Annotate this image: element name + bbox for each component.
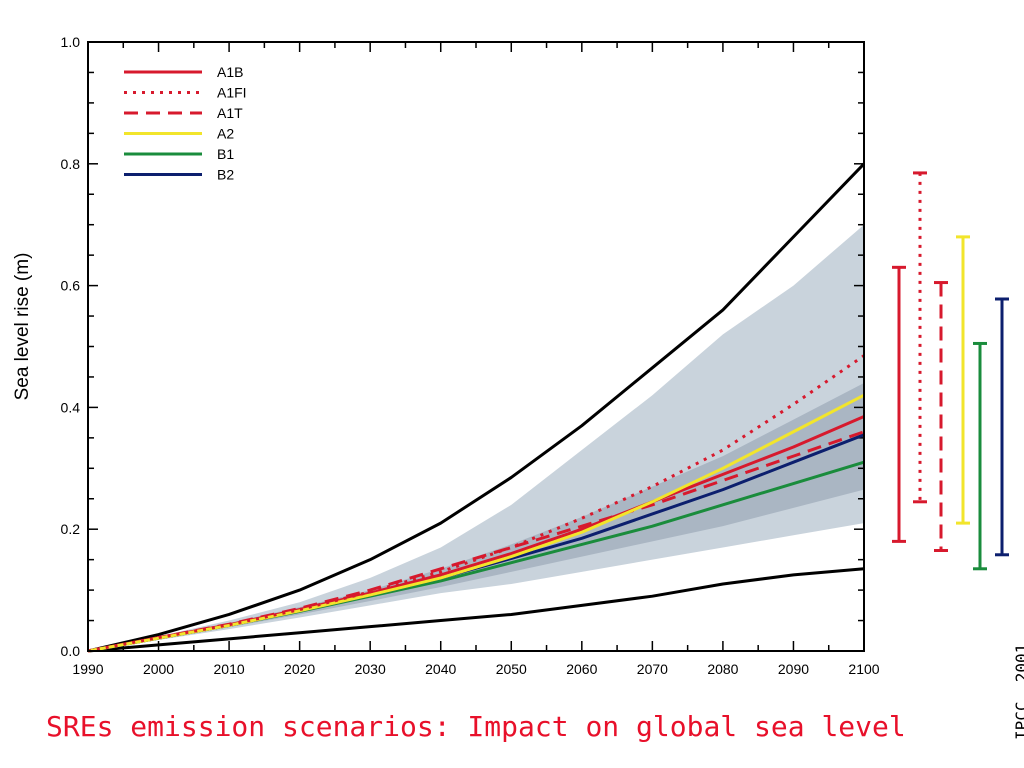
legend-label-a1b: A1B — [217, 64, 243, 80]
outer-uncertainty-band — [88, 224, 864, 651]
x-tick-label: 2090 — [778, 661, 809, 677]
series-lines — [87, 162, 866, 653]
x-tick-label: 2070 — [637, 661, 668, 677]
envelope-upper-line — [87, 162, 866, 653]
uncertainty-bands — [88, 224, 864, 651]
y-tick-label: 0.6 — [61, 278, 81, 294]
x-tick-label: 2060 — [566, 661, 597, 677]
series-line-a2 — [87, 393, 865, 653]
x-tick-label: 2100 — [848, 661, 879, 677]
range-bars — [892, 171, 1009, 571]
legend-label-b2: B2 — [217, 167, 234, 183]
plot-frame — [87, 41, 865, 652]
y-axis-label: Sea level rise (m) — [12, 253, 33, 401]
y-tick-label: 0.4 — [61, 399, 81, 415]
legend-label-a1fi: A1FI — [217, 85, 247, 101]
inner-uncertainty-band — [88, 383, 864, 651]
x-tick-label: 2010 — [214, 661, 245, 677]
x-tick-label: 1990 — [72, 661, 103, 677]
envelope-lower-line — [87, 567, 865, 653]
series-line-a1t — [87, 430, 865, 653]
x-tick-label: 2020 — [284, 661, 315, 677]
source-credit: IPCC, 2001 — [1012, 643, 1024, 740]
legend-label-b1: B1 — [217, 146, 234, 162]
x-tick-label: 2030 — [355, 661, 386, 677]
y-tick-label: 0.2 — [61, 521, 81, 537]
x-tick-label: 2080 — [707, 661, 738, 677]
x-tick-label: 2040 — [425, 661, 456, 677]
slide-caption: SREs emission scenarios: Impact on globa… — [46, 710, 906, 743]
y-tick-label: 0.8 — [61, 156, 81, 172]
y-tick-label: 0.0 — [61, 643, 81, 659]
x-tick-label: 2000 — [143, 661, 174, 677]
sea-level-chart: 1990 2000 2010 2020 2030 2040 2050 2060 2070 2080… — [12, 34, 1009, 677]
tick-labels: 1990 2000 2010 2020 2030 2040 2050 2060 2070 2080… — [61, 34, 880, 677]
x-tick-label: 2050 — [496, 661, 527, 677]
y-tick-label: 1.0 — [61, 34, 81, 50]
legend-label-a1t: A1T — [217, 105, 243, 121]
legend-label-a2: A2 — [217, 126, 234, 142]
legend: A1B A1FI A1T A2 B1 B2 — [124, 64, 247, 183]
